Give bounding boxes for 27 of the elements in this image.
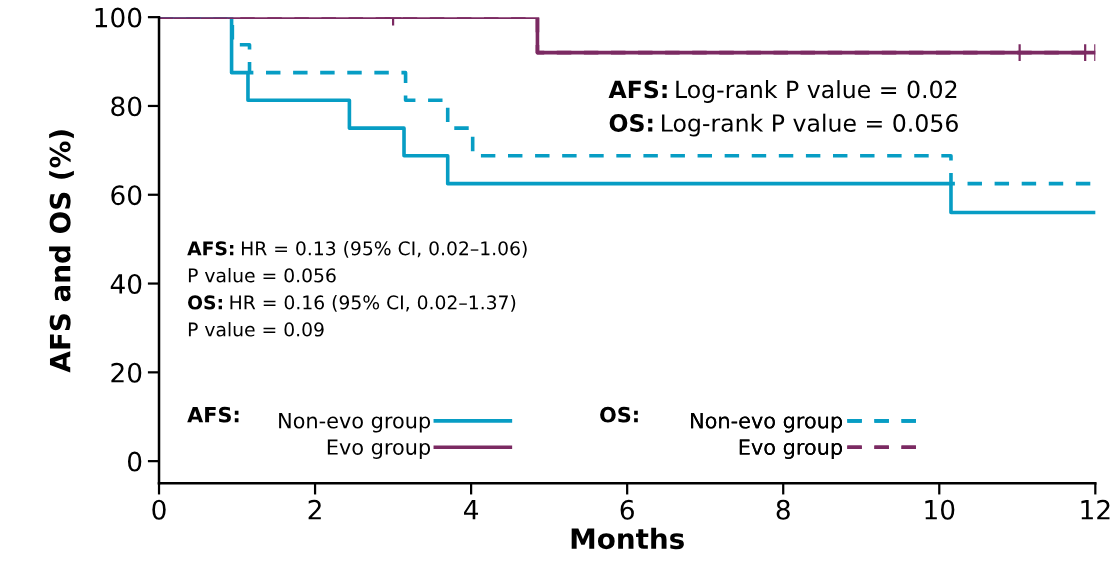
- y-tick-label: 40: [110, 273, 142, 294]
- y-axis-title: AFS and OS (%): [49, 130, 74, 373]
- legend-label: Non-evo group: [691, 413, 843, 433]
- x-tick-label: 12: [1081, 499, 1110, 520]
- x-tick-label: 0: [152, 499, 166, 520]
- y-tick-label: 80: [111, 96, 142, 117]
- y-tick-label: 0: [127, 451, 142, 472]
- legend-label: Non-evo group: [279, 413, 431, 433]
- y-tick-label: 20: [111, 362, 142, 383]
- legend-label: Evo group: [327, 439, 431, 459]
- x-tick-label: 4: [464, 500, 479, 520]
- legend-label: Evo group: [739, 439, 843, 459]
- x-tick-label: 6: [620, 499, 634, 520]
- annotation: AFS: HR = 0.13 (95% CI, 0.02–1.06): [187, 240, 527, 258]
- x-tick-label: 8: [776, 499, 790, 520]
- x-tick-label: 10: [925, 499, 955, 520]
- text: OS:: [600, 406, 638, 423]
- y-tick-label: 60: [111, 185, 142, 206]
- annotation: P value = 0.09: [188, 322, 324, 337]
- x-axis-title: Months: [571, 527, 684, 550]
- x-tick-label: 2: [308, 499, 321, 520]
- annotation: P value = 0.056: [188, 267, 336, 283]
- annotation: OS: HR = 0.16 (95% CI, 0.02–1.37): [188, 295, 516, 312]
- annotation: OS: Log-rank P value = 0.056: [609, 113, 958, 137]
- y-tick-label: 100: [95, 7, 142, 28]
- text: AFS:: [187, 406, 239, 423]
- annotation: AFS: Log-rank P value = 0.02: [608, 80, 957, 103]
